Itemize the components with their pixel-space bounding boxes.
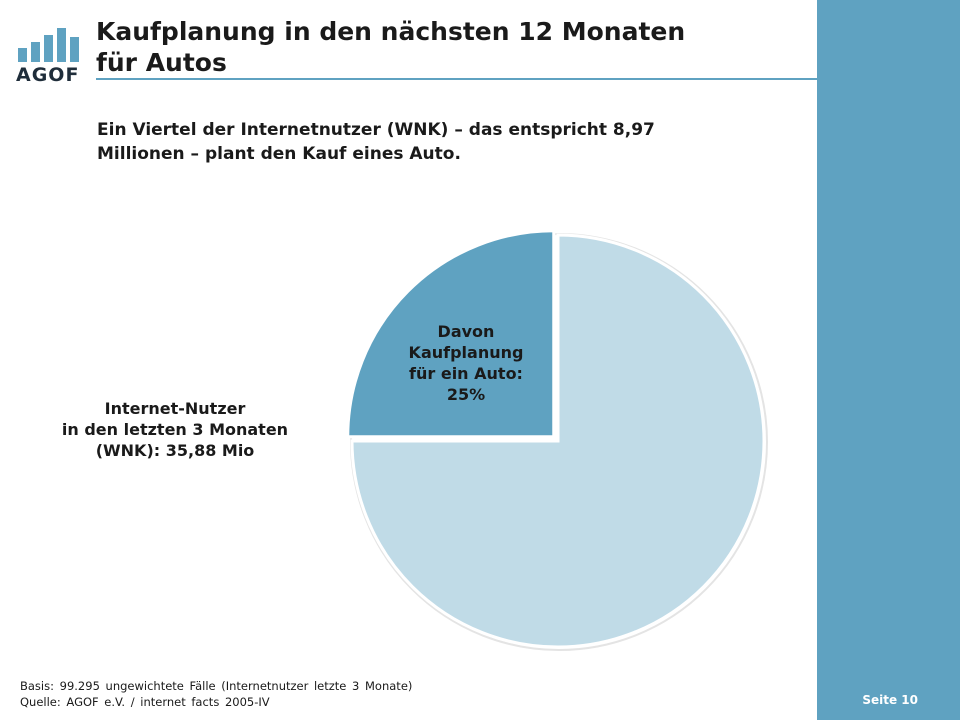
title-line-2: für Autos (96, 48, 227, 77)
logo-bars-icon (18, 26, 79, 62)
agof-logo: AGOF (16, 26, 80, 90)
slice-annotation-line: für ein Auto: (409, 364, 523, 383)
right-sidebar: Seite 10 (817, 0, 960, 720)
subtitle-line-2: Millionen – plant den Kauf eines Auto. (97, 144, 461, 164)
outer-annotation-line: in den letzten 3 Monaten (61, 420, 289, 439)
slice-annotation-line: Davon (437, 322, 495, 341)
pie-slice-1 (346, 229, 556, 439)
outer-annotation: Internet-Nutzer in den letzten 3 Monaten (… (30, 398, 320, 461)
outer-annotation-line: Internet-Nutzer (104, 399, 246, 418)
logo-text: AGOF (16, 64, 80, 86)
footer-basis: Basis: 99.295 ungewichtete Fälle (Intern… (20, 679, 413, 693)
subtitle-line-1: Ein Viertel der Internetnutzer (WNK) – d… (97, 120, 655, 140)
pie-chart (346, 229, 768, 651)
pie-slice-2 (350, 233, 766, 649)
outer-annotation-line: (WNK): 35,88 Mio (95, 441, 255, 460)
slice-annotation-line: Kaufplanung (408, 343, 524, 362)
title-line-1: Kaufplanung in den nächsten 12 Monaten (96, 17, 686, 46)
footer: Basis: 99.295 ungewichtete Fälle (Intern… (20, 678, 800, 710)
slice-annotation: Davon Kaufplanung für ein Auto: 25% (390, 321, 542, 405)
subtitle: Ein Viertel der Internetnutzer (WNK) – d… (97, 118, 787, 166)
page-number: Seite 10 (862, 693, 918, 707)
slice-annotation-line: 25% (446, 385, 486, 404)
page-title: Kaufplanung in den nächsten 12 Monaten f… (96, 16, 796, 78)
title-divider (96, 78, 817, 80)
footer-source: Quelle: AGOF e.V. / internet facts 2005-… (20, 695, 270, 709)
